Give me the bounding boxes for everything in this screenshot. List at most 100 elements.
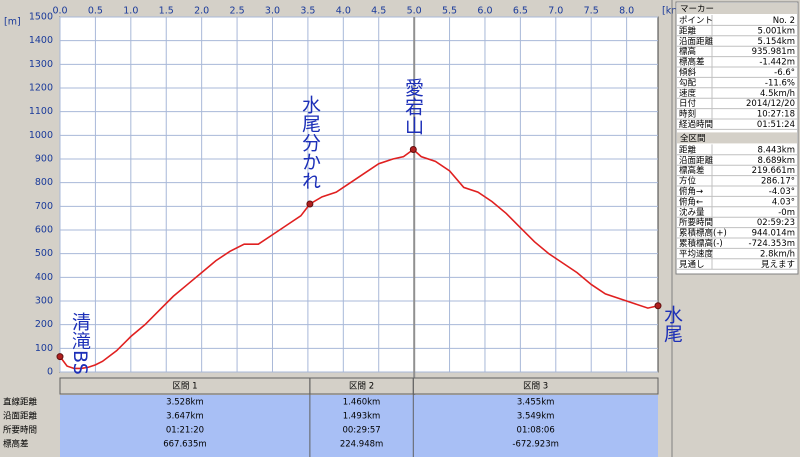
panel-value: 見えます (761, 260, 795, 270)
table-body-bg (60, 395, 658, 457)
panel-title-bg (677, 132, 797, 144)
panel-key: 沈み量 (679, 207, 705, 218)
section-value: 1.460km (343, 398, 381, 408)
panel-value: 10:27:18 (757, 110, 795, 120)
y-tick-label: 0 (47, 367, 53, 378)
y-tick-label: 1000 (29, 130, 53, 141)
panel-value: 286.17° (761, 177, 795, 187)
panel-value: 02:59:23 (757, 218, 795, 228)
plot-area (59, 16, 659, 373)
section-value: 01:21:20 (166, 426, 204, 436)
panel-key: ポイント (679, 16, 713, 26)
panel-key: 累積標高(+) (679, 228, 727, 239)
panel-value: 5.001km (757, 26, 795, 36)
table-label-column (0, 378, 60, 457)
panel-value: No. 2 (773, 16, 795, 26)
section-value: 00:29:57 (342, 426, 380, 436)
panel-key: 速度 (679, 88, 697, 99)
x-tick-label: 1.0 (123, 6, 138, 17)
x-tick-label: 2.0 (194, 6, 209, 17)
y-tick-label: 1100 (29, 106, 53, 117)
y-tick-label: 1300 (29, 59, 53, 70)
panel-key: 俯角← (679, 196, 703, 207)
panel-key: 距離 (679, 25, 697, 36)
y-tick-label: 1400 (29, 35, 53, 46)
panel-title: マーカー (680, 5, 714, 15)
panel-value: 2.8km/h (760, 249, 795, 259)
panel-value: -4.03° (769, 187, 795, 197)
panel-key: 標高 (679, 46, 696, 57)
marker-point (409, 146, 417, 154)
marker-point (56, 353, 64, 361)
panel-key: 経過時間 (679, 119, 713, 130)
y-tick-label: 600 (35, 225, 53, 236)
section-value: 3.455km (517, 398, 555, 408)
panel-key: 距離 (679, 144, 697, 155)
section-header-cell (412, 377, 659, 395)
panel-key: 沿面距離 (679, 155, 714, 166)
profile-line (59, 148, 659, 370)
panel-value: 01:51:24 (757, 120, 795, 130)
x-tick-label: 0.5 (88, 6, 103, 17)
x-tick-label: 4.0 (336, 6, 351, 17)
x-tick-label: 6.0 (477, 6, 492, 17)
panel-value: 944.014m (752, 229, 795, 239)
x-tick-label: 3.5 (300, 6, 315, 17)
section-header: 区間 1 (172, 382, 197, 392)
y-tick-label: 100 (35, 343, 53, 354)
y-tick-label: 800 (35, 177, 53, 188)
section-value: 667.635m (163, 440, 206, 450)
y-tick-label: 1500 (29, 12, 53, 23)
panel-key: 所要時間 (679, 217, 713, 228)
section-value: 3.549km (517, 412, 555, 422)
panel-key: 平均速度 (679, 248, 714, 259)
marker-label: 水尾分かれ (299, 95, 321, 190)
section-value: 1.493km (343, 412, 381, 422)
y-tick-label: 400 (35, 272, 53, 283)
section-header: 区間 2 (349, 382, 374, 392)
panel-key: 勾配 (679, 77, 697, 88)
panel-value: -1.442m (759, 58, 795, 68)
panel-key: 方位 (679, 176, 697, 187)
row-label: 所要時間 (3, 425, 37, 436)
panel-value: 4.5km/h (760, 89, 795, 99)
panel-value: 935.981m (752, 47, 795, 57)
marker-label: 清滝BS (69, 312, 91, 375)
panel-key: 俯角→ (679, 186, 703, 197)
x-tick-label: 0.0 (52, 6, 67, 17)
section-value: 224.948m (340, 440, 383, 450)
panel-value: -724.353m (749, 239, 796, 249)
marker-point (306, 200, 314, 208)
section-value: -672.923m (512, 440, 559, 450)
marker-label: 水尾 (661, 305, 683, 343)
x-tick-label: 7.5 (584, 6, 599, 17)
panel-value: -11.6% (765, 78, 795, 88)
section-header: 区間 3 (523, 382, 548, 392)
x-tick-label: 1.5 (159, 6, 174, 17)
panel-value: -6.6° (774, 68, 795, 78)
marker-label: 愛宕山 (402, 78, 424, 135)
y-tick-label: 700 (35, 201, 53, 212)
panel-value: 219.661m (752, 166, 795, 176)
panel-value: 8.689km (757, 156, 795, 166)
panel-value: 4.03° (772, 197, 795, 207)
panel-value: -0m (778, 208, 795, 218)
x-tick-label: 3.0 (265, 6, 280, 17)
panel-key: 標高差 (679, 165, 705, 176)
y-tick-label: 500 (35, 248, 53, 259)
panel-key: 時刻 (679, 109, 696, 120)
x-tick-label: 4.5 (371, 6, 386, 17)
section-value: 01:08:06 (517, 426, 555, 436)
panel-value: 5.154km (757, 37, 795, 47)
y-tick-label: 900 (35, 154, 53, 165)
row-label: 直線距離 (3, 397, 38, 408)
x-tick-label: 7.0 (548, 6, 563, 17)
panel-key: 日付 (679, 98, 697, 109)
row-label: 標高差 (3, 439, 29, 450)
panel-key: 標高差 (679, 57, 705, 68)
panel-key: 累積標高(-) (679, 238, 723, 249)
x-tick-label: 2.5 (230, 6, 245, 17)
y-tick-label: 1200 (29, 83, 53, 94)
panel-value: 2014/12/20 (746, 99, 795, 109)
